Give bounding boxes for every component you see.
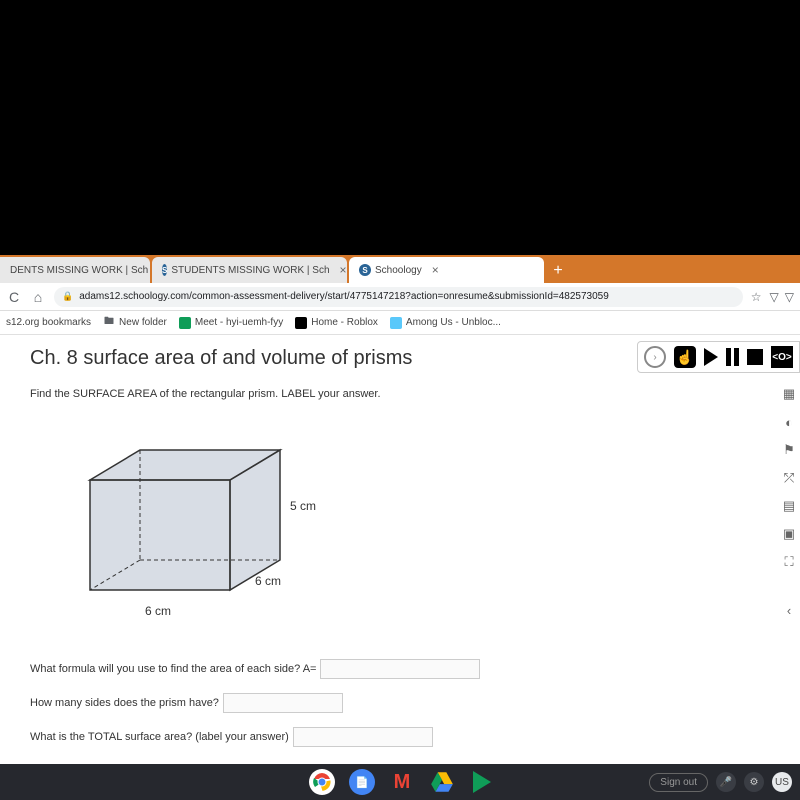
tool-icon-2[interactable]: ▤ bbox=[780, 497, 798, 515]
chrome-app-icon[interactable] bbox=[309, 769, 335, 795]
q2-text: How many sides does the prism have? bbox=[30, 697, 219, 709]
signout-button[interactable]: Sign out bbox=[649, 773, 708, 792]
tab-label: DENTS MISSING WORK | Sch bbox=[10, 265, 148, 276]
mic-icon[interactable]: 🎤 bbox=[716, 772, 736, 792]
prev-button[interactable]: › bbox=[644, 346, 666, 368]
q3-text: What is the TOTAL surface area? (label y… bbox=[30, 731, 289, 743]
taskbar: 📄 M Sign out 🎤 ⚙ US bbox=[0, 764, 800, 800]
reader-toolbar: › ☝ <O> bbox=[637, 341, 800, 373]
side-toolbar: ▦ ◐ ⚑ ⤱ ▤ ▣ ⛶ ‹ bbox=[780, 385, 798, 619]
tab-1[interactable]: DENTS MISSING WORK | Sch × bbox=[0, 257, 150, 283]
bookmark-label: New folder bbox=[119, 317, 167, 328]
question-1: What formula will you use to find the ar… bbox=[30, 659, 770, 679]
bookmarks-bar: s12.org bookmarks 🖿 New folder Meet - hy… bbox=[0, 311, 800, 335]
stop-button[interactable] bbox=[747, 349, 763, 365]
question-instruction: Find the SURFACE AREA of the rectangular… bbox=[30, 388, 770, 400]
more-button[interactable]: <O> bbox=[771, 346, 793, 368]
bookmark-item[interactable]: Home - Roblox bbox=[295, 317, 378, 329]
home-icon[interactable]: ⌂ bbox=[30, 289, 46, 305]
schoology-icon: S bbox=[162, 264, 167, 276]
depth-label: 6 cm bbox=[255, 574, 281, 588]
tab-label: Schoology bbox=[375, 265, 422, 276]
drive-app-icon[interactable] bbox=[429, 769, 455, 795]
meet-icon bbox=[179, 317, 191, 329]
clock-icon[interactable]: ◐ bbox=[780, 413, 798, 431]
extension-icons: ▽ ▽ bbox=[770, 290, 794, 304]
ext-icon[interactable]: ▽ bbox=[770, 290, 779, 304]
flag-icon[interactable]: ⚑ bbox=[780, 441, 798, 459]
height-label: 5 cm bbox=[290, 499, 316, 513]
calculator-icon[interactable]: ▣ bbox=[780, 525, 798, 543]
collapse-icon[interactable]: ‹ bbox=[780, 601, 798, 619]
play-app-icon[interactable] bbox=[473, 771, 491, 793]
prism-diagram: 5 cm 6 cm 6 cm bbox=[70, 430, 350, 630]
width-label: 6 cm bbox=[145, 604, 171, 618]
fullscreen-icon[interactable]: ⛶ bbox=[780, 553, 798, 571]
amongus-icon bbox=[390, 317, 402, 329]
page-content: Ch. 8 surface area of and volume of pris… bbox=[0, 335, 800, 800]
question-2: How many sides does the prism have? bbox=[30, 693, 770, 713]
tab-2[interactable]: S STUDENTS MISSING WORK | Sch × bbox=[152, 257, 347, 283]
gmail-app-icon[interactable]: M bbox=[389, 769, 415, 795]
bookmark-item[interactable]: Meet - hyi-uemh-fyy bbox=[179, 317, 283, 329]
q3-input[interactable] bbox=[293, 727, 433, 747]
folder-icon: 🖿 bbox=[103, 317, 115, 329]
url-input[interactable]: 🔒 adams12.schoology.com/common-assessmen… bbox=[54, 287, 743, 307]
url-text: adams12.schoology.com/common-assessment-… bbox=[79, 291, 609, 302]
docs-app-icon[interactable]: 📄 bbox=[349, 769, 375, 795]
tab-label: STUDENTS MISSING WORK | Sch bbox=[171, 265, 329, 276]
bookmark-label: Meet - hyi-uemh-fyy bbox=[195, 317, 283, 328]
close-icon[interactable]: × bbox=[432, 263, 439, 277]
calendar-icon[interactable]: ▦ bbox=[780, 385, 798, 403]
bookmark-folder[interactable]: 🖿 New folder bbox=[103, 317, 167, 329]
pause-button[interactable] bbox=[726, 348, 739, 366]
q2-input[interactable] bbox=[223, 693, 343, 713]
schoology-icon: S bbox=[359, 264, 371, 276]
lock-icon: 🔒 bbox=[62, 291, 73, 302]
bookmark-star-icon[interactable]: ☆ bbox=[751, 290, 762, 304]
tool-icon[interactable]: ⤱ bbox=[780, 469, 798, 487]
tab-strip: DENTS MISSING WORK | Sch × S STUDENTS MI… bbox=[0, 255, 800, 283]
locale-indicator[interactable]: US bbox=[772, 772, 792, 792]
close-icon[interactable]: × bbox=[340, 263, 347, 277]
bookmark-label: s12.org bookmarks bbox=[6, 317, 91, 328]
settings-icon[interactable]: ⚙ bbox=[744, 772, 764, 792]
ext-icon[interactable]: ▽ bbox=[785, 290, 794, 304]
play-button[interactable] bbox=[704, 348, 718, 366]
bookmark-item[interactable]: Among Us - Unbloc... bbox=[390, 317, 501, 329]
q1-input[interactable] bbox=[320, 659, 480, 679]
q1-text: What formula will you use to find the ar… bbox=[30, 663, 316, 675]
tab-3-active[interactable]: S Schoology × bbox=[349, 257, 544, 283]
bookmark-label: Home - Roblox bbox=[311, 317, 378, 328]
bookmark-item[interactable]: s12.org bookmarks bbox=[6, 317, 91, 328]
question-3: What is the TOTAL surface area? (label y… bbox=[30, 727, 770, 747]
bookmark-label: Among Us - Unbloc... bbox=[406, 317, 501, 328]
reload-icon[interactable]: C bbox=[6, 289, 22, 305]
pointer-button[interactable]: ☝ bbox=[674, 346, 696, 368]
address-bar: C ⌂ 🔒 adams12.schoology.com/common-asses… bbox=[0, 283, 800, 311]
roblox-icon bbox=[295, 317, 307, 329]
browser-window: DENTS MISSING WORK | Sch × S STUDENTS MI… bbox=[0, 255, 800, 800]
new-tab-button[interactable]: + bbox=[546, 259, 570, 283]
system-tray: Sign out 🎤 ⚙ US bbox=[649, 772, 792, 792]
